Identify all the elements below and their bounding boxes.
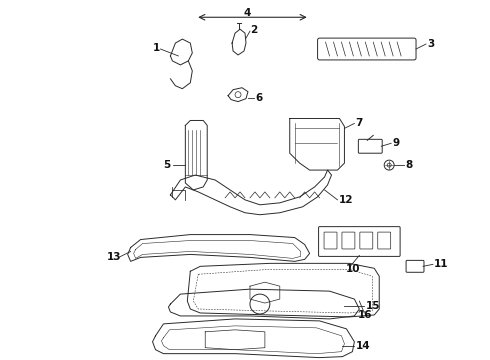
Text: 14: 14 — [355, 341, 370, 351]
Text: 1: 1 — [152, 43, 160, 53]
Text: 11: 11 — [434, 259, 448, 269]
Text: 2: 2 — [250, 25, 257, 35]
Text: 16: 16 — [357, 310, 372, 320]
Text: 9: 9 — [392, 138, 399, 148]
Text: 10: 10 — [345, 264, 360, 274]
Text: 12: 12 — [339, 195, 353, 205]
Text: 13: 13 — [107, 252, 122, 262]
Text: 7: 7 — [355, 118, 363, 129]
Text: 4: 4 — [243, 8, 250, 18]
Text: 8: 8 — [405, 160, 413, 170]
Text: 3: 3 — [427, 39, 434, 49]
Text: 6: 6 — [255, 93, 262, 103]
Text: 5: 5 — [164, 160, 171, 170]
Text: 15: 15 — [366, 301, 380, 311]
